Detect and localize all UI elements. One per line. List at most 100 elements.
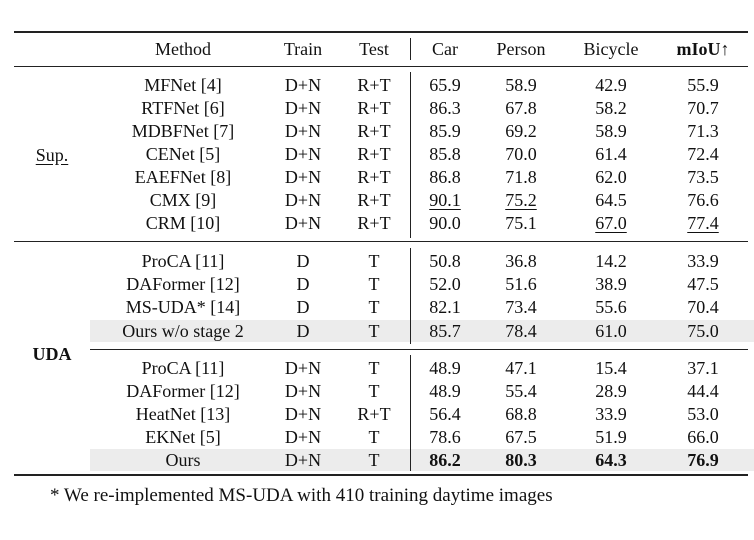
table-row: ProCA [11] D+N T 48.9 47.1 15.4 37.1 bbox=[0, 357, 754, 380]
table-row: DAFormer [12] D T 52.0 51.6 38.9 47.5 bbox=[0, 273, 754, 296]
cell-test: T bbox=[368, 450, 380, 470]
cell-person: 67.5 bbox=[505, 427, 537, 447]
cell-miou: 53.0 bbox=[687, 404, 719, 424]
cell-bicycle: 42.9 bbox=[595, 75, 627, 95]
header-bicycle: Bicycle bbox=[583, 39, 639, 59]
cell-miou: 47.5 bbox=[687, 274, 719, 294]
cell-test: R+T bbox=[357, 144, 391, 164]
cell-miou: 71.3 bbox=[687, 121, 719, 141]
table-row: EAEFNet [8] D+N R+T 86.8 71.8 62.0 73.5 bbox=[0, 166, 754, 189]
cell-miou: 70.7 bbox=[687, 98, 719, 118]
cell-train: D bbox=[296, 251, 310, 271]
cell-car: 48.9 bbox=[429, 381, 461, 401]
table-row: CENet [5] D+N R+T 85.8 70.0 61.4 72.4 bbox=[0, 143, 754, 166]
table-row: Ours D+N T 86.2 80.3 64.3 76.9 bbox=[0, 449, 754, 472]
cell-miou: 75.0 bbox=[687, 321, 719, 341]
cell-miou: 72.4 bbox=[687, 144, 719, 164]
cell-miou-best: 76.9 bbox=[687, 450, 719, 470]
cell-train: D+N bbox=[284, 190, 322, 210]
cell-miou: 33.9 bbox=[687, 251, 719, 271]
table-footnote: * We re-implemented MS-UDA with 410 trai… bbox=[50, 485, 553, 506]
cell-car: 85.9 bbox=[429, 121, 461, 141]
cell-person-best: 80.3 bbox=[505, 450, 537, 470]
cell-bicycle: 55.6 bbox=[595, 297, 627, 317]
table-row: HeatNet [13] D+N R+T 56.4 68.8 33.9 53.0 bbox=[0, 403, 754, 426]
cell-test: T bbox=[368, 427, 380, 447]
cell-car: 85.7 bbox=[429, 321, 461, 341]
cell-person: 58.9 bbox=[505, 75, 537, 95]
cell-car: 85.8 bbox=[429, 144, 461, 164]
vertical-separator-uda-b bbox=[410, 355, 411, 471]
header-train: Train bbox=[283, 39, 323, 59]
cell-method: CMX [9] bbox=[149, 190, 217, 210]
cell-person: 51.6 bbox=[505, 274, 537, 294]
highlight-ours-wo-stage2 bbox=[90, 320, 754, 342]
cell-method: EKNet [5] bbox=[145, 427, 221, 447]
cell-person: 78.4 bbox=[505, 321, 537, 341]
cell-miou: 37.1 bbox=[687, 358, 719, 378]
cell-bicycle-second-best: 67.0 bbox=[595, 213, 627, 233]
vertical-separator-header bbox=[410, 38, 411, 60]
cell-bicycle: 14.2 bbox=[595, 251, 627, 271]
cell-train: D bbox=[296, 274, 310, 294]
cell-person: 73.4 bbox=[505, 297, 537, 317]
table-row: MS-UDA* [14] D T 82.1 73.4 55.6 70.4 bbox=[0, 296, 754, 319]
header-method: Method bbox=[155, 39, 211, 59]
cell-bicycle: 62.0 bbox=[595, 167, 627, 187]
cell-bicycle: 61.0 bbox=[595, 321, 627, 341]
header-person: Person bbox=[496, 39, 546, 59]
cell-test: R+T bbox=[357, 75, 391, 95]
cell-method: CRM [10] bbox=[145, 213, 221, 233]
vertical-separator-sup bbox=[410, 72, 411, 238]
cell-test: T bbox=[368, 274, 380, 294]
cell-train: D+N bbox=[284, 381, 322, 401]
cell-car-second-best: 90.1 bbox=[429, 190, 461, 210]
cell-bicycle: 58.9 bbox=[595, 121, 627, 141]
cell-test: T bbox=[368, 358, 380, 378]
group-label-uda: UDA bbox=[32, 344, 72, 364]
cell-train: D+N bbox=[284, 427, 322, 447]
table-row: MDBFNet [7] D+N R+T 85.9 69.2 58.9 71.3 bbox=[0, 120, 754, 143]
cell-method: CENet [5] bbox=[145, 144, 221, 164]
cell-person: 69.2 bbox=[505, 121, 537, 141]
cell-method: RTFNet [6] bbox=[141, 98, 225, 118]
cell-train: D+N bbox=[284, 404, 322, 424]
header-test: Test bbox=[359, 39, 389, 59]
cell-method: ProCA [11] bbox=[141, 251, 225, 271]
cell-test: T bbox=[368, 251, 380, 271]
group-label-sup: Sup. bbox=[35, 145, 69, 165]
cell-person: 47.1 bbox=[505, 358, 537, 378]
cell-train: D+N bbox=[284, 121, 322, 141]
cell-train: D+N bbox=[284, 167, 322, 187]
cell-car: 90.0 bbox=[429, 213, 461, 233]
cell-method: DAFormer [12] bbox=[126, 274, 240, 294]
cell-car: 86.8 bbox=[429, 167, 461, 187]
cell-train: D bbox=[296, 297, 310, 317]
cell-train: D bbox=[296, 321, 310, 341]
cell-bicycle: 15.4 bbox=[595, 358, 627, 378]
cell-car: 65.9 bbox=[429, 75, 461, 95]
cell-method: EAEFNet [8] bbox=[134, 167, 232, 187]
cell-car: 78.6 bbox=[429, 427, 461, 447]
cell-method: HeatNet [13] bbox=[135, 404, 231, 424]
cell-train: D+N bbox=[284, 213, 322, 233]
cell-person: 75.1 bbox=[505, 213, 537, 233]
header-rule bbox=[14, 66, 748, 67]
cell-person: 71.8 bbox=[505, 167, 537, 187]
vertical-separator-uda-a bbox=[410, 248, 411, 344]
cell-test: R+T bbox=[357, 190, 391, 210]
table-row: CRM [10] D+N R+T 90.0 75.1 67.0 77.4 bbox=[0, 212, 754, 235]
cell-bicycle-best: 64.3 bbox=[595, 450, 627, 470]
table-row: Ours w/o stage 2 D T 85.7 78.4 61.0 75.0 bbox=[0, 320, 754, 343]
cell-bicycle: 38.9 bbox=[595, 274, 627, 294]
bottom-rule bbox=[14, 474, 748, 476]
table-row: DAFormer [12] D+N T 48.9 55.4 28.9 44.4 bbox=[0, 380, 754, 403]
cell-test: T bbox=[368, 381, 380, 401]
cell-train: D+N bbox=[284, 98, 322, 118]
cell-miou: 66.0 bbox=[687, 427, 719, 447]
cell-person: 67.8 bbox=[505, 98, 537, 118]
cell-train: D+N bbox=[284, 144, 322, 164]
cell-test: R+T bbox=[357, 167, 391, 187]
cell-person: 68.8 bbox=[505, 404, 537, 424]
cell-method: ProCA [11] bbox=[141, 358, 225, 378]
